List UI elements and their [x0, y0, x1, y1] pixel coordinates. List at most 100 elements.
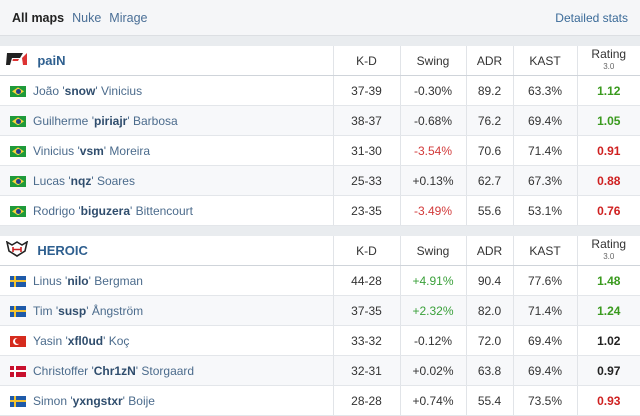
team-name[interactable]: HEROIC	[37, 243, 88, 258]
rating-label: Rating	[591, 237, 627, 251]
player-first-name: Guilherme	[33, 113, 89, 128]
swing-value: +0.02%	[399, 355, 466, 386]
rating-version: 3.0	[603, 252, 615, 261]
player-nickname[interactable]: xfl0ud	[67, 333, 104, 348]
rating-value: 1.05	[576, 105, 640, 136]
flag-se-icon	[10, 305, 26, 317]
swing-value: -0.68%	[399, 105, 466, 136]
player-last-name: Soares	[96, 173, 135, 188]
rating-label: Rating	[591, 47, 627, 61]
player-name-cell[interactable]: Linus 'nilo' Bergman	[0, 265, 333, 296]
section-gap	[0, 36, 640, 46]
player-nickname[interactable]: nqz	[70, 173, 92, 188]
player-nickname[interactable]: susp	[58, 303, 87, 318]
kd-value: 37-35	[332, 295, 400, 326]
player-last-name: Storgaard	[141, 363, 195, 378]
flag-br-icon	[10, 115, 26, 127]
adr-value: 70.6	[465, 135, 513, 166]
player-name-cell[interactable]: Rodrigo 'biguzera' Bittencourt	[0, 195, 333, 226]
kast-value: 63.3%	[512, 75, 577, 106]
col-swing[interactable]: Swing	[399, 236, 466, 266]
player-name-cell[interactable]: Christoffer 'Chr1zN' Storgaard	[0, 355, 333, 386]
team-header-row: HEROIC K-D Swing ADR KAST Rating 3.0	[0, 236, 640, 266]
pain-logo-icon	[6, 52, 28, 69]
player-first-name: Christoffer	[33, 363, 89, 378]
player-name-cell[interactable]: Yasin 'xfl0ud' Koç	[0, 325, 333, 356]
col-adr[interactable]: ADR	[465, 236, 513, 266]
kd-value: 32-31	[332, 355, 400, 386]
table-row: João 'snow' Vinicius 37-39 -0.30% 89.2 63.3%…	[0, 75, 640, 106]
player-first-name: Tim	[33, 303, 53, 318]
tab-nuke[interactable]: Nuke	[72, 10, 102, 25]
rating-value: 1.48	[576, 265, 640, 296]
table-row: Rodrigo 'biguzera' Bittencourt 23-35 -3.49…	[0, 195, 640, 226]
kast-value: 53.1%	[512, 195, 577, 226]
player-last-name: Bittencourt	[135, 203, 193, 218]
team-table-pain: paiN K-D Swing ADR KAST Rating 3.0 João '…	[0, 46, 640, 226]
flag-se-icon	[10, 395, 26, 407]
adr-value: 62.7	[465, 165, 513, 196]
player-nickname[interactable]: piriajr	[93, 113, 128, 128]
swing-value: -3.49%	[399, 195, 466, 226]
flag-tr-icon	[10, 335, 26, 347]
rating-value: 0.88	[576, 165, 640, 196]
col-kast[interactable]: KAST	[512, 236, 577, 266]
col-kd[interactable]: K-D	[332, 46, 400, 76]
rating-value: 1.24	[576, 295, 640, 326]
kast-value: 67.3%	[512, 165, 577, 196]
detailed-stats-link[interactable]: Detailed stats	[555, 10, 628, 25]
col-swing[interactable]: Swing	[399, 46, 466, 76]
swing-value: -0.12%	[399, 325, 466, 356]
team-name[interactable]: paiN	[37, 53, 66, 68]
player-nickname[interactable]: biguzera	[80, 203, 130, 218]
team-name-cell: paiN	[0, 46, 333, 76]
player-name-cell[interactable]: Tim 'susp' Ångström	[0, 295, 333, 326]
swing-value: +2.32%	[399, 295, 466, 326]
team-header-row: paiN K-D Swing ADR KAST Rating 3.0	[0, 46, 640, 76]
col-kd[interactable]: K-D	[332, 236, 400, 266]
team-table-heroic: HEROIC K-D Swing ADR KAST Rating 3.0 Linu…	[0, 236, 640, 416]
player-nickname[interactable]: Chr1zN	[93, 363, 136, 378]
adr-value: 90.4	[465, 265, 513, 296]
player-last-name: Koç	[108, 333, 130, 348]
player-first-name: Vinicius	[33, 143, 75, 158]
kast-value: 77.6%	[512, 265, 577, 296]
col-kast[interactable]: KAST	[512, 46, 577, 76]
swing-value: -0.30%	[399, 75, 466, 106]
player-first-name: João	[33, 83, 60, 98]
flag-dk-icon	[10, 365, 26, 377]
col-adr[interactable]: ADR	[465, 46, 513, 76]
table-row: Simon 'yxngstxr' Boije 28-28 +0.74% 55.4 73.…	[0, 385, 640, 416]
player-name-cell[interactable]: Lucas 'nqz' Soares	[0, 165, 333, 196]
player-name-cell[interactable]: Vinicius 'vsm' Moreira	[0, 135, 333, 166]
kd-value: 23-35	[332, 195, 400, 226]
player-nickname[interactable]: yxngstxr	[72, 393, 123, 408]
kd-value: 25-33	[332, 165, 400, 196]
player-last-name: Moreira	[109, 143, 151, 158]
adr-value: 82.0	[465, 295, 513, 326]
heroic-logo-icon	[5, 240, 29, 260]
player-nickname[interactable]: vsm	[79, 143, 104, 158]
kd-value: 37-39	[332, 75, 400, 106]
player-nickname[interactable]: nilo	[67, 273, 89, 288]
adr-value: 72.0	[465, 325, 513, 356]
player-nickname[interactable]: snow	[64, 83, 96, 98]
swing-value: +0.74%	[399, 385, 466, 416]
tab-mirage[interactable]: Mirage	[109, 10, 148, 25]
player-first-name: Simon	[33, 393, 68, 408]
tab-all-maps[interactable]: All maps	[12, 10, 65, 25]
flag-br-icon	[10, 145, 26, 157]
player-rows: Linus 'nilo' Bergman 44-28 +4.91% 90.4 77.6%…	[0, 265, 640, 416]
col-rating[interactable]: Rating 3.0	[576, 46, 640, 76]
player-name-cell[interactable]: Guilherme 'piriajr' Barbosa	[0, 105, 333, 136]
flag-br-icon	[10, 85, 26, 97]
player-name-cell[interactable]: João 'snow' Vinicius	[0, 75, 333, 106]
table-row: Linus 'nilo' Bergman 44-28 +4.91% 90.4 77.6%…	[0, 265, 640, 296]
table-row: Tim 'susp' Ångström 37-35 +2.32% 82.0 71.4% 1…	[0, 295, 640, 326]
section-gap	[0, 226, 640, 236]
swing-value: +0.13%	[399, 165, 466, 196]
kd-value: 44-28	[332, 265, 400, 296]
rating-value: 0.93	[576, 385, 640, 416]
player-name-cell[interactable]: Simon 'yxngstxr' Boije	[0, 385, 333, 416]
col-rating[interactable]: Rating 3.0	[576, 236, 640, 266]
